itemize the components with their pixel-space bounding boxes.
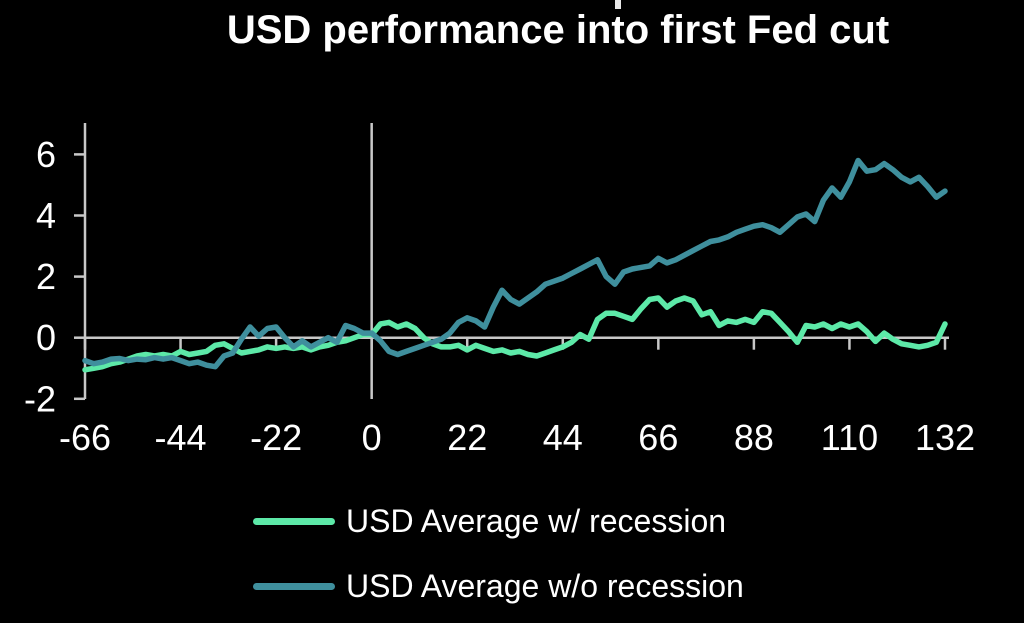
y-tick-label: 0 xyxy=(36,317,56,358)
cropped-edge-artifact xyxy=(615,0,621,9)
legend-swatch-with-recession-line xyxy=(253,517,335,525)
x-tick-label: 110 xyxy=(821,417,878,458)
x-tick-label: 0 xyxy=(362,417,382,458)
legend-label-with-recession: USD Average w/ recession xyxy=(346,502,727,539)
y-tick-label: 2 xyxy=(36,256,56,297)
x-axis-ticks: -66 -44 -22 0 22 44 66 88 110 132 xyxy=(59,337,975,458)
legend-label-without-recession: USD Average w/o recession xyxy=(346,567,744,604)
y-axis-ticks: -2 0 2 4 6 xyxy=(24,134,85,419)
x-tick-label: 22 xyxy=(447,417,487,458)
x-tick-label: 88 xyxy=(734,417,774,458)
y-tick-label: 4 xyxy=(36,195,56,236)
x-tick-label: 66 xyxy=(638,417,678,458)
x-tick-label: 44 xyxy=(543,417,583,458)
y-tick-label: -2 xyxy=(24,378,56,419)
x-tick-label: -44 xyxy=(155,417,207,458)
series-line-without-recession xyxy=(82,157,948,370)
series-line-with-recession xyxy=(82,295,948,373)
x-tick-label: -22 xyxy=(250,417,302,458)
legend-swatch-without-recession-line xyxy=(253,582,335,590)
chart-title: USD performance into first Fed cut xyxy=(226,8,890,52)
legend-item-with-recession: USD Average w/ recession xyxy=(253,503,744,539)
x-tick-label: -66 xyxy=(59,417,111,458)
legend-item-without-recession: USD Average w/o recession xyxy=(253,568,744,604)
x-tick-label: 132 xyxy=(915,417,975,458)
legend: USD Average w/ recession USD Average w/o… xyxy=(253,503,744,623)
y-tick-label: 6 xyxy=(36,134,56,175)
